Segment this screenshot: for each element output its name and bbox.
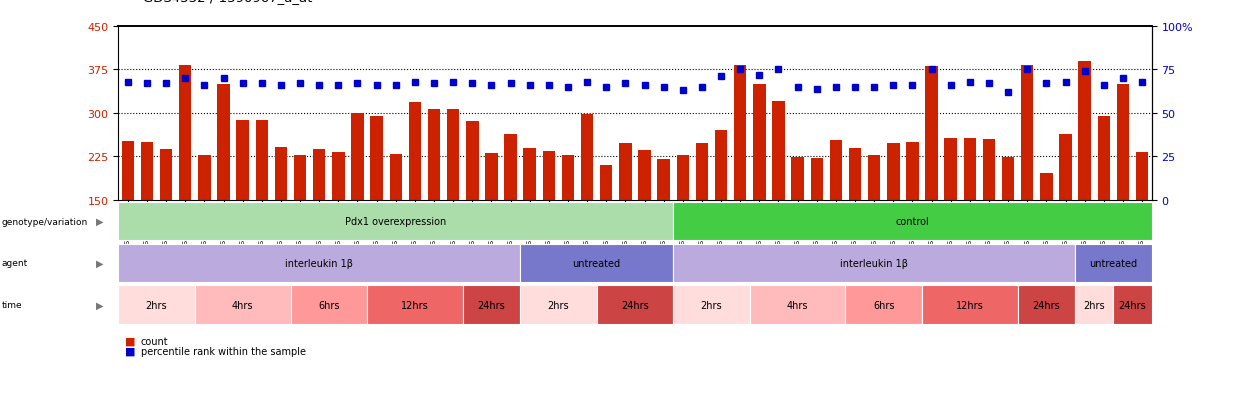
Bar [982,140,995,287]
Bar [1059,134,1072,287]
Bar [543,152,555,287]
Text: 4hrs: 4hrs [787,300,808,310]
Bar [715,131,727,287]
Text: ▶: ▶ [96,216,103,227]
Bar [466,122,478,287]
Bar [945,138,957,287]
Text: agent: agent [1,259,27,268]
Bar [447,109,459,287]
Text: 12hrs: 12hrs [401,300,428,310]
Bar [237,121,249,287]
Text: ▶: ▶ [96,300,103,310]
Text: ■: ■ [124,346,134,356]
Bar [925,67,937,287]
Bar [735,66,747,287]
Text: time: time [1,301,22,309]
Bar [523,148,535,287]
Bar [351,114,364,287]
Bar [179,66,192,287]
Bar [849,148,862,287]
Bar [486,154,498,287]
Bar [772,102,784,287]
Bar [581,115,594,287]
Bar [1040,174,1052,287]
Bar [964,138,976,287]
Text: ■: ■ [124,336,134,346]
Text: untreated: untreated [1089,258,1138,268]
Bar [312,150,325,287]
Text: untreated: untreated [573,258,621,268]
Bar [906,142,919,287]
Bar [1002,157,1015,287]
Text: 12hrs: 12hrs [956,300,984,310]
Bar [1117,85,1129,287]
Text: 24hrs: 24hrs [621,300,649,310]
Bar [504,135,517,287]
Bar [676,155,688,287]
Bar [428,110,441,287]
Bar [639,151,651,287]
Bar [122,141,134,287]
Bar [792,158,804,287]
Text: 4hrs: 4hrs [232,300,254,310]
Bar [868,155,880,287]
Bar [294,156,306,287]
Text: 2hrs: 2hrs [1083,300,1106,310]
Bar [753,85,766,287]
Bar [829,140,842,287]
Bar [390,154,402,287]
Bar [810,159,823,287]
Bar [159,150,172,287]
Bar [141,142,153,287]
Text: interleukin 1β: interleukin 1β [285,258,354,268]
Bar [619,144,631,287]
Text: 24hrs: 24hrs [1032,300,1061,310]
Text: 2hrs: 2hrs [146,300,167,310]
Bar [1021,66,1033,287]
Bar [371,116,382,287]
Text: count: count [141,336,168,346]
Bar [218,85,230,287]
Bar [332,152,345,287]
Text: 2hrs: 2hrs [548,300,569,310]
Bar [198,155,210,287]
Bar [255,121,268,287]
Bar [561,155,574,287]
Text: Pdx1 overexpression: Pdx1 overexpression [345,216,447,227]
Bar [657,160,670,287]
Bar [1135,153,1148,287]
Bar [1098,116,1111,287]
Bar [600,166,613,287]
Text: GDS4332 / 1390967_a_at: GDS4332 / 1390967_a_at [143,0,312,4]
Bar [1078,62,1091,287]
Bar [408,103,421,287]
Bar [888,144,899,287]
Text: 6hrs: 6hrs [317,300,340,310]
Text: control: control [895,216,929,227]
Text: 2hrs: 2hrs [701,300,722,310]
Text: genotype/variation: genotype/variation [1,217,87,226]
Text: ▶: ▶ [96,258,103,268]
Bar [696,144,708,287]
Text: 6hrs: 6hrs [873,300,894,310]
Text: percentile rank within the sample: percentile rank within the sample [141,346,306,356]
Bar [275,148,288,287]
Text: interleukin 1β: interleukin 1β [840,258,908,268]
Text: 24hrs: 24hrs [478,300,505,310]
Text: 24hrs: 24hrs [1118,300,1147,310]
